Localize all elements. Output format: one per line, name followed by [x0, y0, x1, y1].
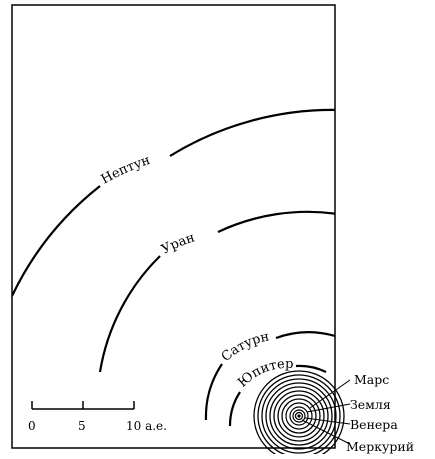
scale-bar — [31, 401, 135, 410]
mercury-label: Меркурий — [346, 439, 414, 454]
uranus-orbit — [98, 210, 335, 373]
diagram-frame — [11, 4, 336, 449]
scale-tick-0: 0 — [28, 419, 36, 433]
mars-orbit — [285, 402, 313, 430]
saturn-orbit — [204, 331, 335, 421]
mars-leader — [309, 379, 351, 409]
scale-tick-10: 10 а.е. — [126, 419, 167, 433]
venus-label: Венера — [350, 417, 398, 432]
scale-tick-5: 5 — [78, 419, 86, 433]
saturn-label: Сатурн — [219, 329, 271, 365]
venus-orbit — [292, 409, 306, 423]
venus-leader — [304, 417, 351, 425]
earth-label: Земля — [350, 397, 391, 412]
mercury-orbit — [294, 411, 304, 421]
jupiter-orbit — [228, 364, 327, 427]
mercury-leader — [301, 419, 351, 445]
earth-orbit — [289, 406, 309, 426]
sun — [297, 414, 301, 418]
neptune-label: Нептун — [99, 153, 152, 188]
earth-leader — [306, 403, 351, 413]
neptune-orbit — [12, 108, 335, 297]
uranus-label: Уран — [159, 230, 197, 257]
mars-label: Марс — [354, 372, 389, 387]
